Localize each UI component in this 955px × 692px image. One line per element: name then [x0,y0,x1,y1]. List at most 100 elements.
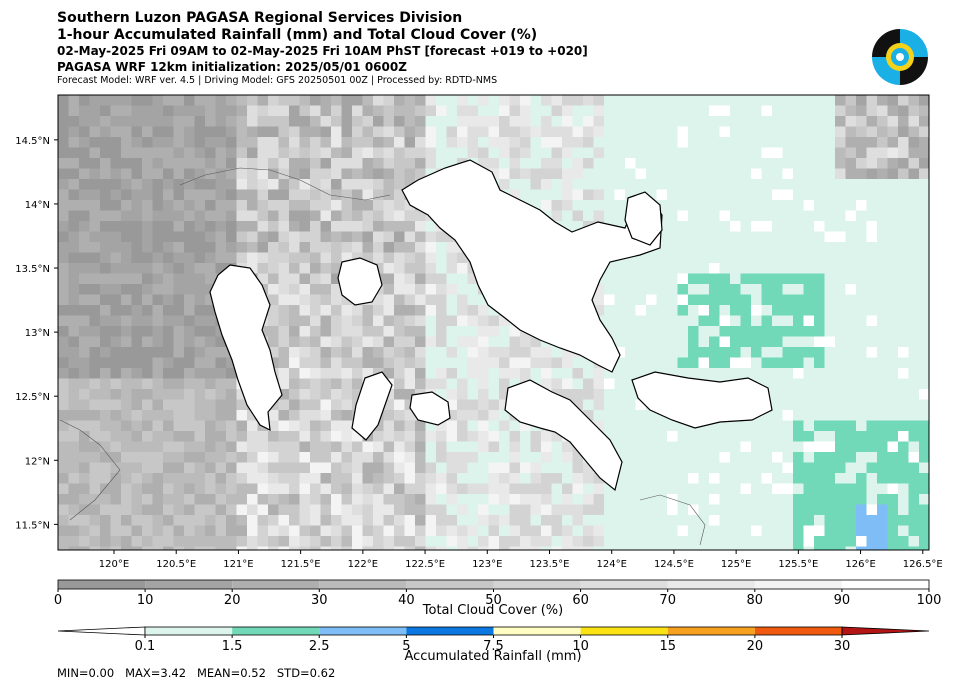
grid-cell [530,431,542,442]
grid-cell [520,494,531,505]
grid-cell [457,546,468,550]
grid-cell [320,326,332,337]
grid-cell [299,137,311,148]
rain-colorbar-tick-label: 30 [834,639,851,654]
grid-cell [173,452,185,463]
grid-cell [677,483,689,495]
grid-cell [383,126,395,138]
grid-cell [583,536,594,547]
grid-cell [184,105,195,117]
cloud-colorbar-swatch [754,580,842,589]
grid-cell [688,525,699,537]
grid-cell [824,473,836,484]
grid-cell [320,189,332,201]
grid-cell [79,336,90,348]
grid-cell [719,357,731,369]
grid-cell [394,200,405,211]
grid-cell [499,147,510,159]
grid-cell [635,536,647,547]
grid-cell [719,315,731,327]
grid-cell [856,368,867,379]
grid-cell [740,284,752,295]
grid-cell [572,126,584,138]
grid-cell [152,147,164,159]
grid-cell [488,116,500,127]
grid-cell [299,168,311,180]
grid-cell [803,410,815,421]
grid-cell [100,536,111,547]
grid-cell [215,504,227,516]
grid-cell [467,462,479,474]
grid-cell [446,473,458,484]
grid-cell [740,210,752,222]
grid-cell [667,347,678,358]
grid-cell [824,441,836,453]
grid-cell [299,378,311,390]
grid-cell [425,431,437,442]
grid-cell [404,431,416,442]
grid-cell [908,336,920,348]
grid-cell [488,410,500,421]
grid-cell [646,347,657,358]
grid-cell [593,200,605,211]
grid-cell [100,179,111,190]
grid-cell [719,137,731,148]
grid-cell [877,200,888,211]
grid-cell [835,210,846,222]
grid-cell [656,347,668,358]
grid-cell [793,452,804,463]
grid-cell [677,294,689,306]
grid-cell [740,116,752,127]
lon-tick-label: 124.5°E [654,559,694,570]
grid-cell [593,305,605,316]
grid-cell [562,200,573,211]
grid-cell [226,252,237,264]
grid-cell [457,315,468,327]
grid-cell [667,294,678,306]
grid-cell [58,242,69,253]
grid-cell [572,168,584,180]
grid-cell [383,452,395,463]
grid-cell [205,200,216,211]
grid-cell [184,315,195,327]
grid-cell [625,168,636,180]
grid-cell [352,326,363,337]
grid-cell [604,158,615,169]
grid-cell [173,441,185,453]
grid-cell [520,483,531,495]
grid-cell [110,126,122,138]
grid-cell [436,357,447,369]
grid-cell [362,357,374,369]
grid-cell [194,179,206,190]
grid-cell [635,137,647,148]
grid-cell [215,336,227,348]
grid-cell [425,126,437,138]
grid-cell [551,168,563,180]
grid-cell [236,462,248,474]
grid-cell [814,137,825,148]
grid-cell [68,462,80,474]
grid-cell [625,462,636,474]
grid-cell [68,504,80,516]
grid-cell [625,504,636,516]
grid-cell [835,221,846,232]
grid-cell [793,116,804,127]
grid-cell [320,105,332,117]
grid-cell [803,473,815,484]
grid-cell [551,179,563,190]
grid-cell [299,347,311,358]
grid-cell [226,116,237,127]
grid-cell [646,336,657,348]
grid-cell [845,347,857,358]
grid-cell [845,294,857,306]
grid-cell [100,410,111,421]
grid-cell [215,252,227,264]
grid-cell [898,158,909,169]
grid-cell [205,431,216,442]
grid-cell [667,515,678,526]
grid-cell [614,504,626,516]
grid-cell [205,399,216,411]
grid-cell [625,126,636,138]
grid-cell [173,326,185,337]
grid-cell [79,315,90,327]
